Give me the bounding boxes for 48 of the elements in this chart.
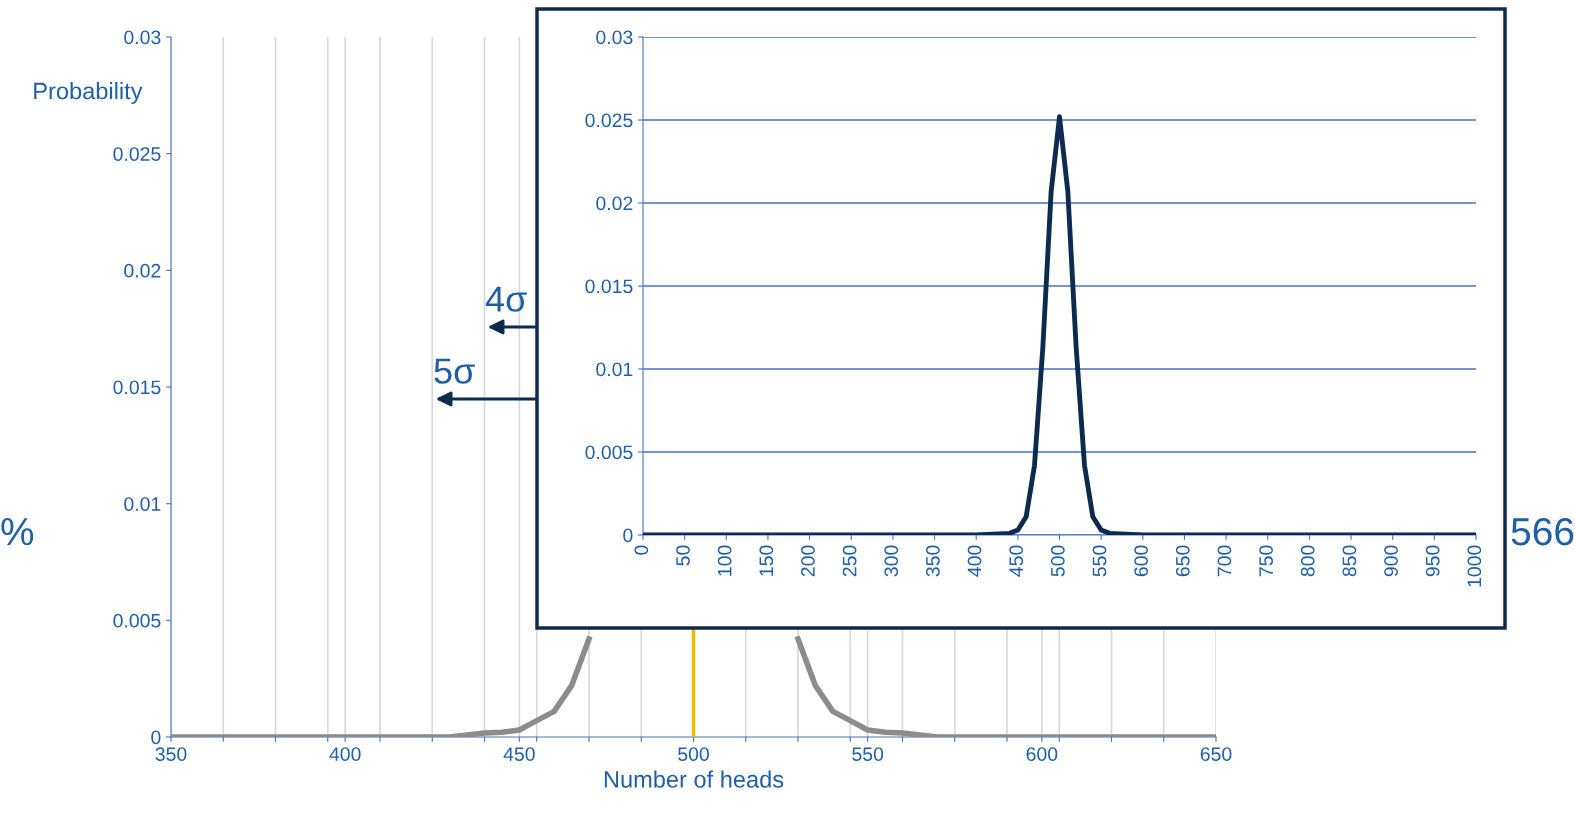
y-tick-label: 0.03 [596, 30, 633, 45]
x-tick-label: 750 [1259, 545, 1273, 577]
y-tick-label: 0.005 [113, 613, 161, 628]
x-tick-label: 500 [678, 747, 709, 761]
x-tick-label: 550 [852, 747, 884, 761]
y-tick-label: 0.02 [596, 196, 633, 211]
x-tick-label: 600 [1026, 747, 1058, 761]
x-tick-label: 200 [801, 545, 815, 577]
x-tick-label: 300 [884, 545, 899, 577]
y-tick-label: 0 [151, 730, 161, 745]
y-tick-label: 0.025 [113, 147, 161, 161]
x-tick-label: 350 [155, 747, 187, 761]
x-tick-label: 550 [1092, 545, 1107, 577]
x-tick-label: 450 [503, 747, 535, 761]
text: 566 [1511, 517, 1574, 546]
x-tick-label: 400 [967, 545, 982, 577]
y-axis-title: Probability [34, 82, 143, 105]
x-tick-label: 1000 [1467, 545, 1482, 587]
y-tick-label: 0.03 [124, 30, 161, 45]
x-tick-label: 900 [1384, 545, 1398, 577]
x-axis-title: Number of heads [604, 770, 784, 788]
y-tick-label: 0.01 [124, 497, 161, 511]
x-tick-label: 800 [1300, 545, 1315, 577]
x-tick-label: 600 [1134, 545, 1149, 577]
x-tick-label: 150 [759, 545, 774, 576]
text: % [1, 518, 34, 546]
x-tick-label: 250 [842, 545, 857, 577]
x-tick-label: 650 [1200, 747, 1232, 761]
x-tick-label: 500 [1050, 545, 1065, 577]
x-tick-label: 400 [329, 747, 361, 761]
annotation: 5σ [434, 358, 475, 384]
x-tick-label: 950 [1425, 545, 1440, 577]
annotation: 4σ [485, 286, 527, 312]
x-tick-label: 100 [717, 545, 732, 576]
x-tick-label: 450 [1009, 545, 1024, 577]
x-tick-label: 850 [1342, 545, 1357, 577]
x-tick-label: 50 [676, 545, 690, 566]
y-tick-label: 0.02 [124, 263, 161, 278]
x-tick-label: 350 [926, 545, 940, 577]
x-tick-label: 650 [1175, 545, 1190, 577]
y-tick-label: 0.015 [585, 279, 633, 294]
y-tick-label: 0.005 [585, 445, 633, 460]
y-tick-label: 0 [623, 528, 633, 543]
y-tick-label: 0.01 [596, 362, 633, 377]
y-tick-label: 0.015 [113, 380, 161, 395]
y-tick-label: 0.025 [585, 113, 633, 128]
x-tick-label: 700 [1217, 545, 1232, 577]
x-tick-label: 0 [634, 545, 649, 555]
